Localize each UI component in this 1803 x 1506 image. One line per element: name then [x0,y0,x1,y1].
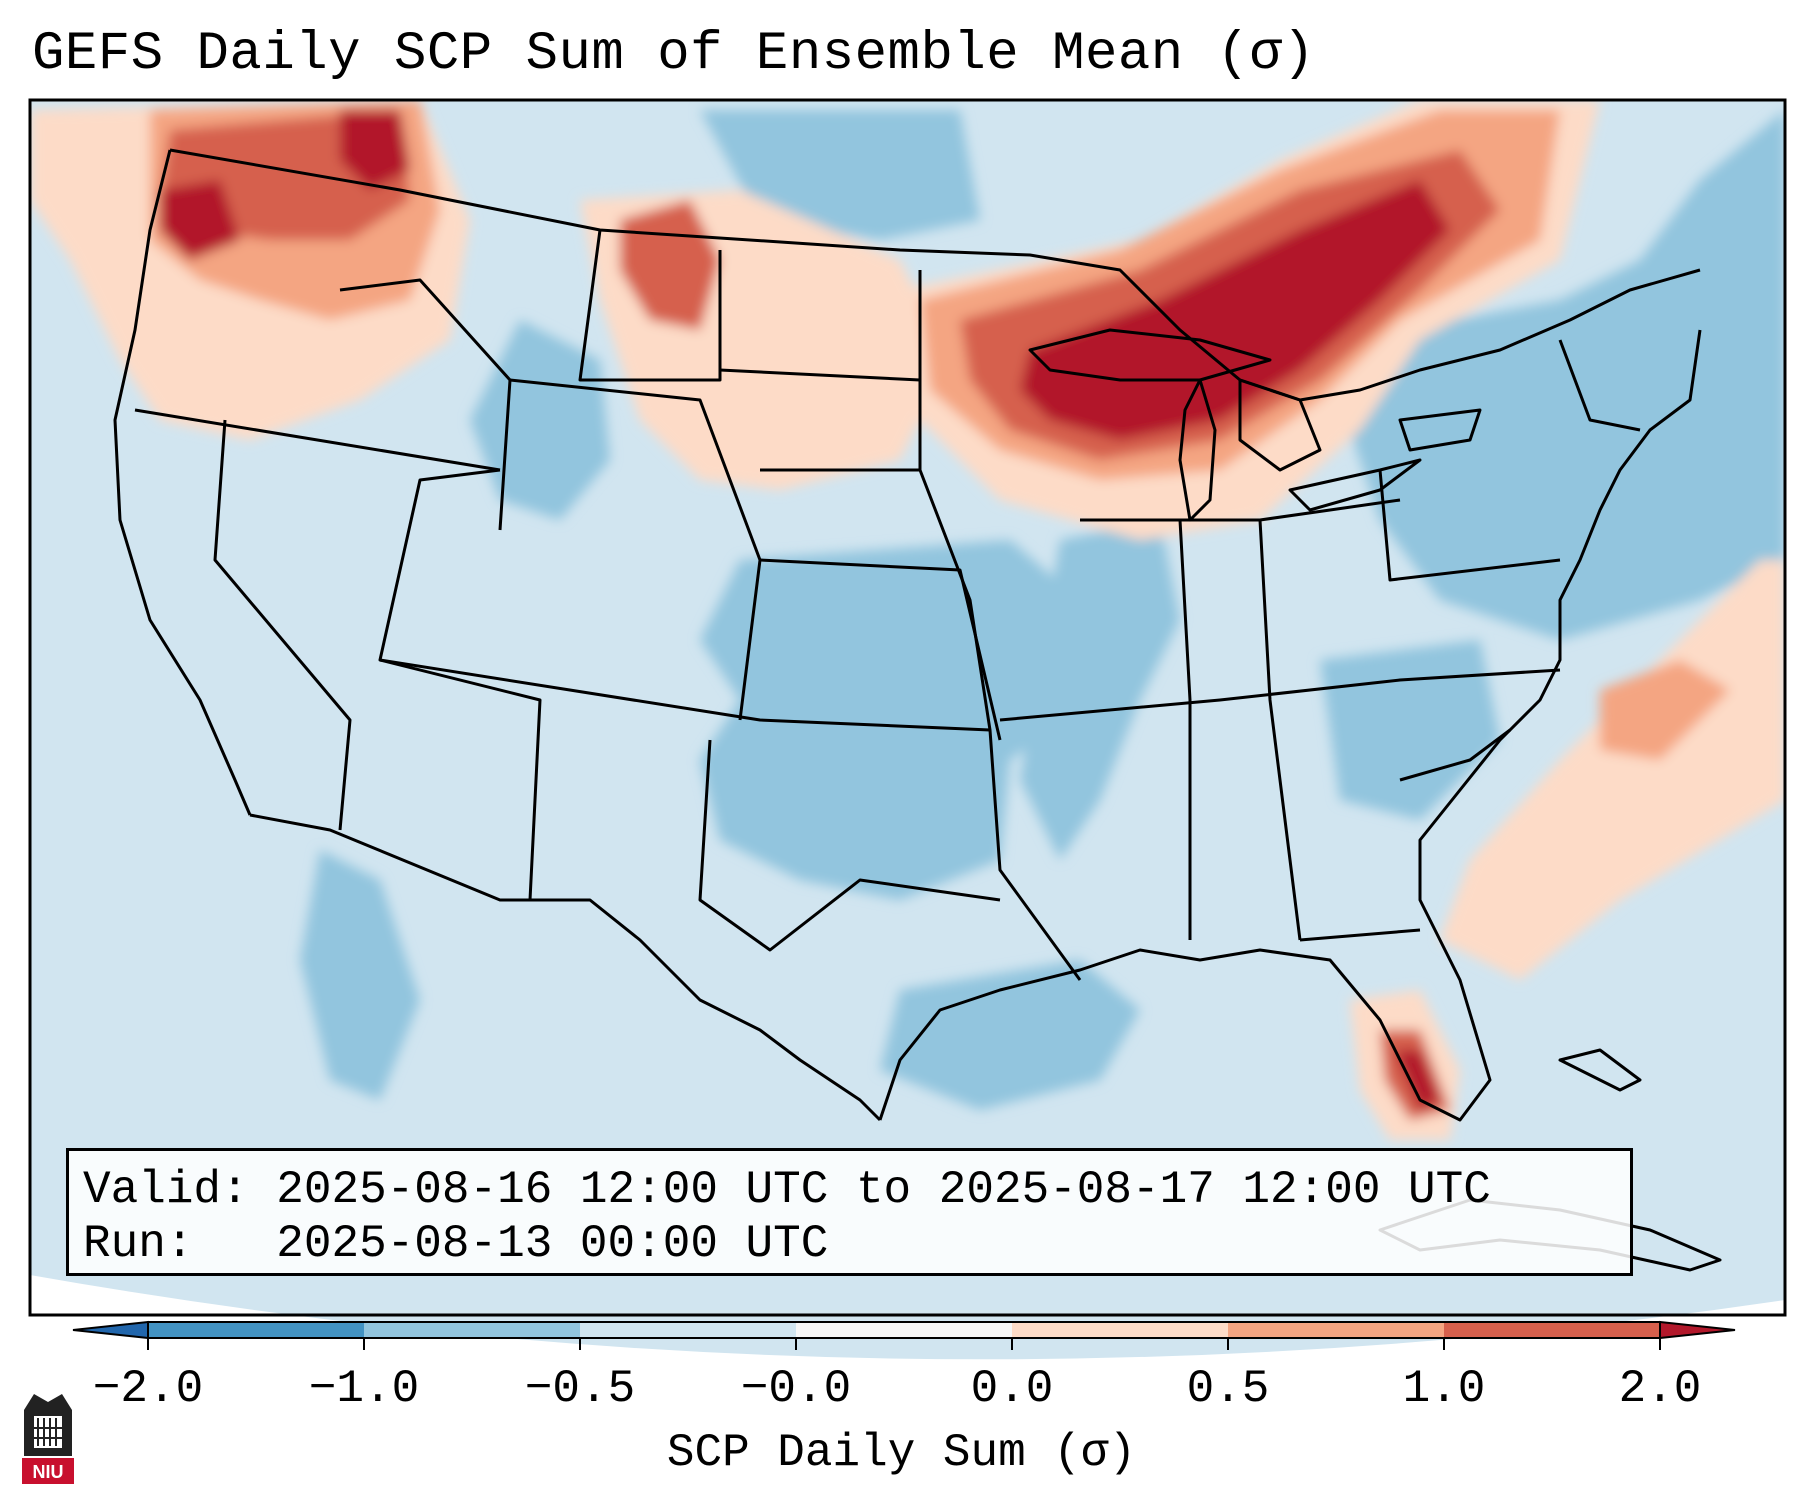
lake-michigan [1178,378,1217,522]
chart-title: GEFS Daily SCP Sum of Ensemble Mean (σ) [32,24,1316,85]
colorbar-tick-label: −0.5 [524,1363,636,1415]
colorbar-bin [796,1322,1012,1338]
logo-grid-icon [34,1418,62,1446]
border-ca-nv [213,419,352,831]
region-western-atlantic-moderate [1600,660,1730,760]
region-washington-coast [160,180,240,260]
colorbar-tick-label: −0.0 [740,1363,852,1415]
colorbar-tick-label: 0.0 [970,1363,1054,1415]
border-mt-dakotas [578,229,722,382]
colorbar-frame [147,1321,1661,1339]
scp-field [30,100,1785,1272]
colorbar-bin [580,1322,796,1338]
border-pa [1378,469,1561,582]
colorbar-tick-label: −2.0 [92,1363,204,1415]
colorbar-tick-label: 2.0 [1618,1363,1702,1415]
colorbar-bin [364,1322,580,1338]
lake-erie [1288,458,1422,512]
colorbar-under-triangle [72,1320,149,1340]
border-tx [698,739,1001,952]
region-south-florida-core [1395,1050,1440,1110]
region-great-lakes [1020,180,1450,440]
colorbar-tick-label: −1.0 [308,1363,420,1415]
border-tn-ky-va [999,668,1561,722]
logo-badge [22,1458,74,1484]
colorbar-bin [1012,1322,1228,1338]
border-id [339,278,512,531]
region-southern-plains [700,540,1090,900]
border-az-nm-co [379,658,991,732]
lake-ontario [1398,408,1482,452]
colorbar-tick-label: 1.0 [1402,1363,1486,1415]
region-northeast [1350,110,1785,640]
border-ga-fl [1299,928,1421,942]
region-mississippi-valley [1020,520,1180,860]
lake-huron [1238,378,1322,472]
run-label: Run: [83,1218,194,1270]
logo-text: NIU [33,1462,64,1482]
border-carolinas [1399,728,1511,782]
border-new-england [1558,339,1641,432]
info-box: Valid: 2025-08-16 12:00 UTC to 2025-08-1… [66,1148,1633,1276]
west-coast [113,149,252,816]
colorbar-bin [1228,1322,1444,1338]
valid-range: 2025-08-16 12:00 UTC to 2025-08-17 12:00… [276,1164,1491,1216]
colorbar-tick-label: 0.5 [1186,1363,1270,1415]
niu-logo: NIU [22,1394,74,1484]
run-line: Run: 2025-08-13 00:00 UTC [83,1217,828,1271]
colorbar-bin [1444,1322,1660,1338]
colorbar-label: SCP Daily Sum (σ) [666,1427,1137,1479]
map-frame [28,98,1787,1317]
lake-superior [1028,328,1272,382]
border-in-oh [1258,519,1302,941]
us-mexico-border [249,813,882,1122]
run-time: 2025-08-13 00:00 UTC [276,1218,829,1270]
border-il-in [1178,519,1192,940]
region-pacific-northwest [340,110,410,190]
state-borders [113,148,1722,1272]
border-mississippi [918,270,1082,981]
bahamas-outline [1558,1048,1642,1092]
border-wy-co [509,378,762,721]
colorbar [72,1320,1736,1350]
valid-label: Valid: [83,1164,249,1216]
region-western-atlantic [1440,560,1785,980]
border-or-ca-nv [134,408,501,472]
colorbar-over-triangle [1659,1320,1736,1340]
region-baja [300,850,420,1100]
valid-line: Valid: 2025-08-16 12:00 UTC to 2025-08-1… [83,1163,1491,1217]
region-gulf-of-mexico [880,960,1140,1110]
colorbar-bin [148,1322,364,1338]
border-il-in-oh [1080,498,1401,522]
gulf-and-east-coast [878,329,1702,1122]
